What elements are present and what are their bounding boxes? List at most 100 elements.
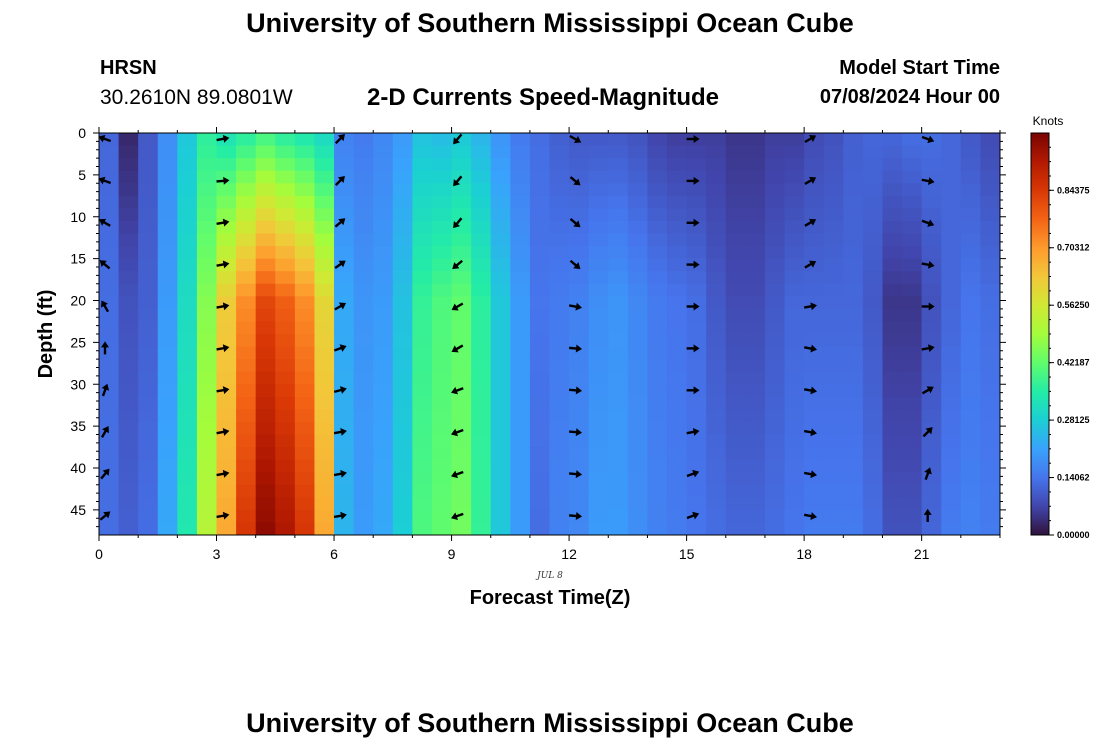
heatmap-cell <box>99 447 120 461</box>
heatmap-cell <box>353 522 374 535</box>
heatmap-cell <box>882 158 903 172</box>
heatmap-cell <box>451 396 472 410</box>
heatmap-cell <box>882 296 903 310</box>
heatmap-cell <box>647 421 668 436</box>
heatmap-cell <box>980 434 1000 448</box>
heatmap-cell <box>902 308 923 323</box>
heatmap-cell <box>627 509 649 524</box>
heatmap-cell <box>412 258 433 272</box>
heatmap-cell <box>451 271 472 285</box>
heatmap-cell <box>314 145 335 159</box>
heatmap-cell <box>196 459 218 473</box>
heatmap-cell <box>471 522 492 535</box>
heatmap-cell <box>921 509 942 524</box>
heatmap-cell <box>353 334 374 348</box>
heatmap-cell <box>647 484 668 498</box>
heatmap-cell <box>177 195 198 209</box>
heatmap-cell <box>392 233 413 247</box>
heatmap-cell <box>255 421 276 436</box>
heatmap-cell <box>255 346 276 360</box>
heatmap-cell <box>177 396 198 410</box>
heatmap-cell <box>862 371 884 385</box>
heatmap-cell <box>99 233 120 247</box>
heatmap-cell <box>157 158 178 172</box>
heatmap-cell <box>294 447 316 461</box>
current-arrow <box>686 302 700 311</box>
heatmap-cell <box>431 459 453 473</box>
heatmap-cell <box>431 434 453 448</box>
heatmap-cell <box>667 258 688 272</box>
heatmap-cell <box>706 183 727 197</box>
heatmap-cell <box>412 484 433 498</box>
heatmap-cell <box>902 472 923 486</box>
heatmap-cell <box>588 346 609 360</box>
current-arrow <box>922 427 933 438</box>
heatmap-cell <box>294 497 316 511</box>
heatmap-cell <box>725 346 746 360</box>
heatmap-cell <box>275 283 296 297</box>
heatmap-cell <box>314 158 335 172</box>
heatmap-cell <box>373 334 394 348</box>
heatmap-cell <box>667 434 688 448</box>
heatmap-cell <box>608 509 629 524</box>
current-arrow <box>569 386 583 395</box>
heatmap-cell <box>843 371 864 385</box>
heatmap-cell <box>471 145 492 159</box>
heatmap-cell <box>686 459 707 473</box>
heatmap-cell <box>99 183 120 197</box>
heatmap-cell <box>627 497 649 511</box>
heatmap-cell <box>784 183 805 197</box>
heatmap-cell <box>882 133 903 147</box>
heatmap-cell <box>334 334 355 348</box>
heatmap-cell <box>353 296 374 310</box>
heatmap-cell <box>804 145 825 159</box>
heatmap-cell <box>471 183 492 197</box>
heatmap-cell <box>647 258 668 272</box>
heatmap-cell <box>608 195 629 209</box>
heatmap-cell <box>921 371 942 385</box>
heatmap-cell <box>490 321 511 335</box>
heatmap-cell <box>745 497 766 511</box>
heatmap-cell <box>843 321 864 335</box>
heatmap-cell <box>451 208 472 222</box>
heatmap-cell <box>784 346 805 360</box>
heatmap-cell <box>627 522 649 535</box>
heatmap-cell <box>471 421 492 436</box>
heatmap-cell <box>706 195 727 209</box>
heatmap-cell <box>294 346 316 360</box>
heatmap-cell <box>431 208 453 222</box>
heatmap-cell <box>490 359 511 373</box>
heatmap-cell <box>255 371 276 385</box>
heatmap-cell <box>627 220 649 235</box>
heatmap-cell <box>921 484 942 498</box>
heatmap-cell <box>392 421 413 436</box>
heatmap-cell <box>236 396 257 410</box>
heatmap-cell <box>549 409 570 423</box>
heatmap-cell <box>118 158 139 172</box>
heatmap-cell <box>843 271 864 285</box>
heatmap-cell <box>353 346 374 360</box>
heatmap-cell <box>725 384 746 398</box>
current-arrow <box>569 512 583 520</box>
heatmap-cell <box>255 497 276 511</box>
colorbar-tick-label: 0.28125 <box>1057 415 1090 425</box>
heatmap-cell <box>529 346 551 360</box>
current-arrow <box>216 427 230 436</box>
heatmap-cell <box>373 283 394 297</box>
heatmap-cell <box>549 359 570 373</box>
heatmap-cell <box>823 459 844 473</box>
current-arrow <box>452 259 463 270</box>
heatmap-cell <box>353 509 374 524</box>
heatmap-cell <box>529 233 551 247</box>
heatmap-cell <box>314 459 335 473</box>
heatmap-cell <box>823 522 844 535</box>
current-arrow <box>453 175 463 187</box>
heatmap-cell <box>608 145 629 159</box>
heatmap-cell <box>745 384 766 398</box>
heatmap-cell <box>216 246 237 260</box>
heatmap-cell <box>275 472 296 486</box>
heatmap-cell <box>745 233 766 247</box>
heatmap-cell <box>706 434 727 448</box>
heatmap-cell <box>588 271 609 285</box>
heatmap-cell <box>177 170 198 184</box>
